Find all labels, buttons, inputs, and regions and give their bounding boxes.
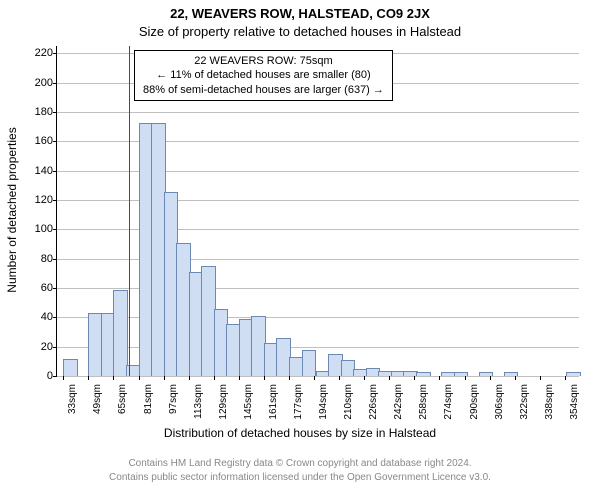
x-tick-label: 177sqm: [293, 384, 304, 424]
histogram-bar: [504, 372, 519, 376]
x-tick-mark: [465, 376, 466, 380]
chart-sub-title: Size of property relative to detached ho…: [0, 24, 600, 39]
x-tick-mark: [490, 376, 491, 380]
gridline: [57, 317, 579, 318]
x-tick-label: 129sqm: [218, 384, 229, 424]
x-tick-mark: [189, 376, 190, 380]
x-tick-label: 242sqm: [393, 384, 404, 424]
x-tick-mark: [88, 376, 89, 380]
x-tick-label: 49sqm: [92, 384, 103, 424]
y-tick-mark: [53, 83, 57, 84]
x-tick-mark: [339, 376, 340, 380]
x-tick-label: 97sqm: [168, 384, 179, 424]
x-tick-mark: [214, 376, 215, 380]
y-tick-mark: [53, 53, 57, 54]
x-tick-mark: [414, 376, 415, 380]
x-tick-mark: [63, 376, 64, 380]
y-tick-mark: [53, 200, 57, 201]
x-tick-mark: [264, 376, 265, 380]
x-tick-label: 354sqm: [569, 384, 580, 424]
x-tick-mark: [164, 376, 165, 380]
gridline: [57, 112, 579, 113]
x-tick-mark: [540, 376, 541, 380]
x-tick-label: 274sqm: [443, 384, 454, 424]
x-tick-mark: [314, 376, 315, 380]
gridline: [57, 200, 579, 201]
gridline: [57, 288, 579, 289]
y-tick-mark: [53, 229, 57, 230]
gridline: [57, 229, 579, 230]
reference-line: [129, 46, 130, 376]
x-tick-label: 290sqm: [469, 384, 480, 424]
callout-line-1: 22 WEAVERS ROW: 75sqm: [143, 54, 384, 68]
histogram-bar: [416, 372, 431, 376]
x-axis-label: Distribution of detached houses by size …: [0, 426, 600, 440]
histogram-bar: [454, 372, 469, 376]
x-tick-label: 306sqm: [494, 384, 505, 424]
histogram-bar: [63, 359, 78, 376]
gridline: [57, 259, 579, 260]
x-tick-mark: [289, 376, 290, 380]
x-tick-mark: [389, 376, 390, 380]
y-tick-mark: [53, 317, 57, 318]
gridline: [57, 376, 579, 377]
x-tick-label: 33sqm: [67, 384, 78, 424]
histogram-bar: [113, 290, 128, 376]
x-tick-label: 65sqm: [117, 384, 128, 424]
x-tick-mark: [113, 376, 114, 380]
x-tick-mark: [565, 376, 566, 380]
gridline: [57, 171, 579, 172]
y-tick-mark: [53, 347, 57, 348]
y-tick-mark: [53, 141, 57, 142]
x-tick-mark: [515, 376, 516, 380]
x-tick-label: 194sqm: [318, 384, 329, 424]
histogram-bar: [302, 350, 317, 376]
x-tick-mark: [439, 376, 440, 380]
x-tick-label: 258sqm: [418, 384, 429, 424]
gridline: [57, 141, 579, 142]
callout-line-3: 88% of semi-detached houses are larger (…: [143, 83, 384, 97]
x-tick-label: 338sqm: [544, 384, 555, 424]
callout-box: 22 WEAVERS ROW: 75sqm← 11% of detached h…: [134, 50, 393, 101]
y-tick-mark: [53, 259, 57, 260]
y-tick-mark: [53, 171, 57, 172]
x-tick-label: 322sqm: [519, 384, 530, 424]
y-axis-label: Number of detached properties: [5, 110, 19, 310]
y-tick-mark: [53, 288, 57, 289]
footer-line-1: Contains HM Land Registry data © Crown c…: [0, 458, 600, 469]
x-tick-mark: [139, 376, 140, 380]
x-tick-label: 226sqm: [368, 384, 379, 424]
chart-main-title: 22, WEAVERS ROW, HALSTEAD, CO9 2JX: [0, 6, 600, 21]
histogram-bar: [479, 372, 494, 376]
callout-line-2: ← 11% of detached houses are smaller (80…: [143, 68, 384, 82]
x-tick-label: 145sqm: [243, 384, 254, 424]
x-tick-label: 113sqm: [193, 384, 204, 424]
gridline: [57, 347, 579, 348]
y-tick-mark: [53, 112, 57, 113]
x-tick-label: 210sqm: [343, 384, 354, 424]
histogram-bar: [566, 372, 581, 376]
x-tick-label: 81sqm: [143, 384, 154, 424]
x-tick-mark: [239, 376, 240, 380]
x-tick-label: 161sqm: [268, 384, 279, 424]
footer-line-2: Contains public sector information licen…: [0, 472, 600, 483]
x-tick-mark: [364, 376, 365, 380]
y-tick-mark: [53, 376, 57, 377]
